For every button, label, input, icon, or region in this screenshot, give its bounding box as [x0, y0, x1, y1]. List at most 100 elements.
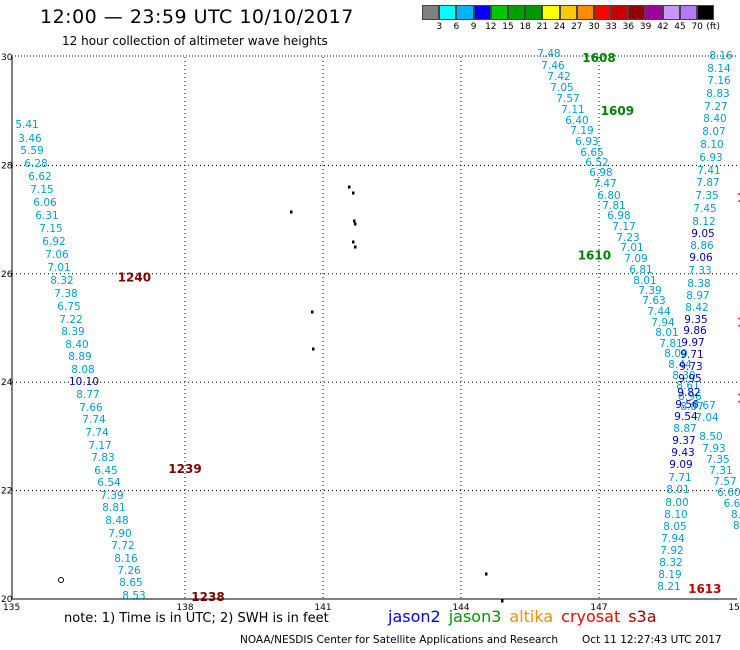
pass-number-label: 1238	[191, 590, 224, 604]
wave-height-label: 7.94	[651, 317, 675, 329]
wave-height-label: 6.98	[607, 210, 630, 222]
wave-height-label: 7.90	[108, 528, 131, 540]
generated-timestamp: Oct 11 12:27:43 UTC 2017	[582, 634, 722, 646]
wave-height-label: 8.40	[65, 339, 88, 351]
wave-height-label: 8.87	[673, 423, 696, 435]
wave-height-label: 8.32	[659, 557, 682, 569]
wave-height-label: 6.65	[580, 147, 603, 159]
wave-height-label: 5.59	[20, 145, 43, 157]
island-marker	[312, 347, 315, 351]
wave-height-label: 7.19	[570, 125, 593, 137]
color-scale-label: 6	[453, 22, 460, 32]
wave-height-label: 6.75	[57, 301, 80, 313]
wave-height-label: 6.45	[94, 465, 117, 477]
wave-height-label: 7.94	[661, 533, 685, 545]
wave-height-label: 6.28	[24, 158, 47, 170]
latitude-tick-label: 22	[1, 487, 12, 497]
wave-height-label: 7.22	[59, 314, 82, 326]
color-scale-label: 18	[519, 22, 531, 32]
wave-height-label: 8.05	[663, 521, 686, 533]
pass-number-label: 1613	[688, 582, 721, 596]
wave-height-label: 7.67	[692, 400, 715, 412]
wave-height-label: 8.38	[687, 278, 710, 290]
island-marker	[352, 191, 355, 195]
wave-height-label: 8.65	[119, 577, 142, 589]
wave-height-label: 8.09	[664, 348, 687, 360]
wave-height-label: 9.06	[689, 252, 713, 264]
wave-height-label: 8.96	[678, 391, 702, 403]
island-marker	[353, 219, 356, 223]
color-scale-cell	[611, 5, 629, 20]
longitude-tick-label: 150	[728, 603, 740, 613]
pass-number-label: 1608	[582, 51, 615, 65]
wave-height-label: 9.97	[681, 337, 704, 349]
wave-height-label: 9.54	[674, 411, 698, 423]
color-scale-label: 24	[553, 22, 566, 32]
wave-height-label: 7.31	[709, 465, 732, 477]
ring-marker	[58, 577, 64, 583]
color-scale-label: 12	[485, 22, 497, 32]
color-scale-label: 21	[536, 22, 549, 32]
color-scale-label: 27	[571, 22, 583, 32]
wave-height-label: 9.35	[684, 314, 707, 326]
color-scale-cell	[542, 5, 560, 20]
wave-height-label: 9.82	[677, 387, 700, 399]
wave-height-label: 7.81	[659, 338, 682, 350]
wave-height-label: 7.48	[537, 48, 560, 60]
wave-height-label: 7.74	[82, 414, 106, 426]
wave-height-label: 7.45	[693, 203, 716, 215]
wave-height-label: 7.35	[706, 454, 729, 466]
color-scale-cell	[525, 5, 543, 20]
wave-height-label: 7.74	[85, 427, 109, 439]
longitude-tick-label: 147	[590, 603, 607, 613]
wave-height-label: 8.44	[668, 359, 692, 371]
map-subtitle: 12 hour collection of altimeter wave hei…	[62, 34, 328, 48]
satellite-legend-altika: altika	[509, 607, 554, 626]
pass-number-label: 1239	[168, 462, 201, 476]
wave-height-label: 7.41	[697, 165, 720, 177]
wave-height-label: 7.39	[638, 285, 661, 297]
color-scale-cell	[507, 5, 526, 20]
color-scale-label: 39	[639, 22, 652, 32]
wave-height-label: 7.01	[620, 242, 643, 254]
wave-height-label: 9.37	[672, 435, 695, 447]
wave-height-label: 7.47	[593, 178, 616, 190]
wave-height-label: 7.35	[695, 190, 718, 202]
wave-height-label: 9.43	[671, 447, 694, 459]
wave-height-label: 6.06	[33, 197, 57, 209]
island-marker	[354, 222, 357, 226]
wave-height-label: 6.92	[42, 236, 65, 248]
color-scale-cell	[559, 5, 577, 20]
wave-height-label: 7.01	[47, 262, 70, 274]
wave-height-label: 7.05	[550, 82, 573, 94]
wave-height-label: 8.00	[665, 497, 688, 509]
credit-line: NOAA/NESDIS Center for Satellite Applica…	[240, 634, 558, 646]
wave-height-label: 7.38	[54, 288, 77, 300]
wave-height-label: 8.77	[76, 389, 99, 401]
wave-height-label: 7.87	[696, 177, 719, 189]
satellite-legend-jason3: jason3	[448, 607, 502, 626]
island-marker	[501, 599, 504, 603]
color-scale-cell	[490, 5, 508, 20]
color-scale-cell	[628, 5, 646, 20]
color-scale-label: 70	[691, 22, 703, 32]
wave-height-label: 8.01	[666, 484, 689, 496]
wave-height-label: 7.11	[561, 104, 584, 116]
wave-height-label: 7.93	[702, 443, 725, 455]
wave-height-label: 8.19	[658, 569, 681, 581]
island-marker	[354, 245, 357, 249]
pass-number-label: 1609	[601, 104, 634, 118]
wave-height-label: 8.07	[702, 126, 725, 138]
longitude-tick-label: 141	[314, 603, 331, 613]
wave-height-label: 7.17	[88, 440, 111, 452]
wave-height-label: 7.81	[602, 200, 625, 212]
latitude-tick-label: 26	[1, 270, 13, 280]
color-scale-unit: (ft)	[706, 22, 720, 32]
footer-note: note: 1) Time is in UTC; 2) SWH is in fe…	[64, 611, 329, 626]
color-scale-label: 36	[622, 22, 635, 32]
color-scale-label: 42	[657, 22, 669, 32]
wave-height-label: 6.60	[717, 487, 740, 499]
latitude-tick-label: 28	[1, 161, 13, 171]
wave-height-label: 8.89	[68, 351, 91, 363]
wave-height-label: 8.86	[690, 240, 714, 252]
